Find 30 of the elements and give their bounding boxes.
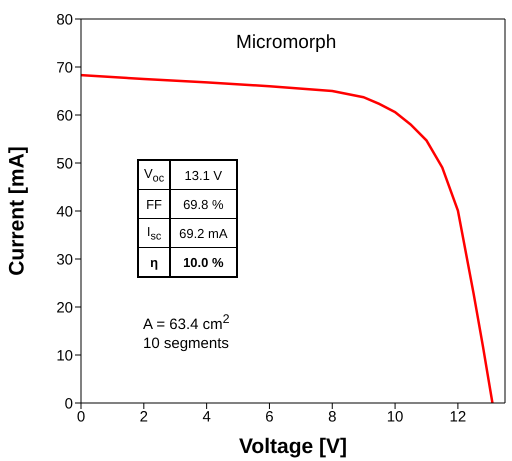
annotation: 13.1 V bbox=[170, 160, 237, 190]
x-tick-label: 12 bbox=[450, 408, 466, 426]
annotation: I$_{sc}$ bbox=[138, 218, 170, 248]
x-tick-label: 8 bbox=[328, 408, 336, 426]
y-tick-label: 0 bbox=[64, 395, 73, 412]
annotation: FF bbox=[138, 190, 170, 218]
x-tick-label: 6 bbox=[265, 408, 274, 426]
line-series bbox=[81, 74, 494, 403]
annotation: A = 63.4 cm$^{2}$ bbox=[143, 311, 230, 334]
y-tick-label: 30 bbox=[56, 251, 73, 268]
y-tick-label: 40 bbox=[56, 203, 73, 220]
annotation: V$_{oc}$ bbox=[138, 160, 170, 190]
y-tick-label: 80 bbox=[56, 11, 73, 28]
annotation: 10.0 % bbox=[170, 248, 237, 277]
y-tick-label: 70 bbox=[56, 59, 73, 76]
annotation: 69.8 % bbox=[170, 190, 237, 218]
annotation: η bbox=[138, 248, 170, 277]
x-tick-label: 0 bbox=[76, 408, 86, 426]
y-axis-title: Current [mA] bbox=[5, 146, 28, 276]
x-tick-label: 10 bbox=[386, 408, 404, 426]
y-tick-label: 10 bbox=[56, 347, 73, 364]
x-axis-title: Voltage [V] bbox=[238, 435, 348, 458]
y-tick-label: 50 bbox=[56, 155, 73, 172]
annotation: 69.2 mA bbox=[170, 218, 237, 248]
annotation: 10 segments bbox=[143, 334, 230, 353]
y-tick-label: 60 bbox=[56, 107, 73, 124]
text: Micromorph bbox=[236, 32, 336, 54]
x-tick-label: 2 bbox=[140, 408, 148, 426]
x-tick-label: 4 bbox=[202, 408, 211, 426]
y-tick-label: 20 bbox=[56, 299, 73, 316]
